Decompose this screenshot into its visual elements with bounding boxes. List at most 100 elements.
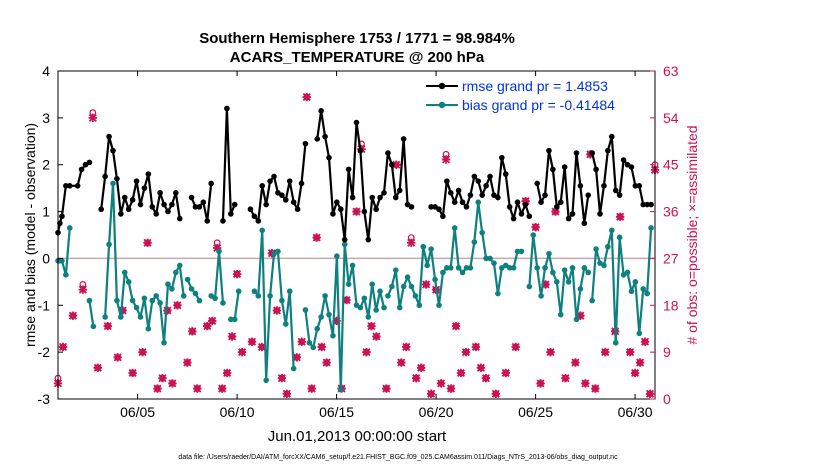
- rmse-point: [74, 183, 81, 189]
- rmse-point: [345, 166, 352, 173]
- rmse-point: [502, 171, 509, 177]
- rmse-point: [459, 199, 466, 205]
- rmse-point: [294, 206, 301, 213]
- bias-point: [510, 265, 517, 271]
- obs-assimilated-marker: [93, 363, 102, 372]
- rmse-point: [161, 201, 167, 208]
- bias-point: [267, 293, 273, 299]
- obs-assimilated-marker: [615, 212, 625, 221]
- plot-border: [57, 70, 656, 400]
- bias-point: [373, 307, 379, 313]
- rmse-point: [220, 218, 226, 224]
- legend: rmse grand pr = 1.4853 bias grand pr = -…: [426, 78, 615, 113]
- obs-assimilated-marker: [426, 389, 436, 398]
- rmse-point: [499, 154, 505, 161]
- rmse-point: [141, 185, 148, 191]
- bias-line-segment: [88, 300, 95, 327]
- obs-assimilated-marker: [282, 389, 292, 398]
- bias-point: [479, 229, 485, 236]
- obs-assimilated-marker: [232, 269, 242, 279]
- rmse-point: [267, 178, 273, 184]
- obs-assimilated-marker: [640, 337, 650, 346]
- bias-point: [585, 269, 592, 276]
- rmse-point: [192, 204, 199, 210]
- rmse-point: [78, 166, 85, 173]
- bias-point: [487, 255, 493, 262]
- bias-point: [157, 300, 163, 306]
- rmse-point: [605, 147, 611, 154]
- rmse-point: [408, 204, 415, 210]
- obs-assimilated-marker: [103, 321, 112, 331]
- obs-assimilated-marker: [237, 347, 247, 357]
- bias-point: [102, 314, 108, 320]
- bias-point: [310, 344, 317, 351]
- bias-point: [129, 297, 136, 304]
- bias-point: [345, 281, 352, 288]
- rmse-point: [98, 206, 105, 213]
- rmse-point: [251, 213, 258, 220]
- bias-point: [404, 274, 411, 280]
- y-tick-label-left: 2: [42, 157, 50, 173]
- obs-assimilated-marker: [217, 384, 227, 393]
- obs-assimilated-marker: [630, 368, 640, 378]
- bias-point: [636, 330, 643, 337]
- y-tick-label-left: 3: [42, 110, 50, 126]
- rmse-point: [455, 187, 462, 194]
- rmse-point: [353, 119, 360, 126]
- obs-assimilated-marker: [143, 238, 152, 248]
- x-tick-label: 06/30: [618, 404, 653, 420]
- rmse-point: [106, 133, 112, 140]
- bias-point: [306, 339, 313, 346]
- obs-assimilated-marker: [446, 384, 456, 393]
- rmse-point: [231, 201, 238, 208]
- bias-point: [149, 297, 156, 304]
- rmse-point: [377, 194, 383, 201]
- obs-assimilated-marker: [158, 373, 167, 383]
- bias-point: [444, 265, 450, 271]
- footnote: data file: /Users/raeder/DAI/ATM_forcXX/…: [178, 454, 618, 461]
- rmse-line-segment: [221, 107, 236, 221]
- bias-point: [436, 302, 442, 309]
- obs-assimilated-marker: [153, 384, 162, 393]
- bias-point: [428, 246, 434, 252]
- rmse-point: [330, 211, 336, 217]
- bias-point: [369, 281, 376, 288]
- rmse-point: [616, 192, 623, 198]
- bias-point: [184, 276, 191, 283]
- rmse-point: [247, 206, 254, 213]
- rmse-point: [102, 173, 108, 180]
- bias-point: [357, 304, 364, 311]
- rmse-point: [487, 173, 493, 180]
- rmse-point: [620, 157, 627, 163]
- rmse-point: [337, 206, 344, 213]
- rmse-point: [381, 190, 387, 196]
- bias-point: [196, 297, 203, 304]
- bias-point: [447, 265, 454, 271]
- obs-assimilated-marker: [193, 384, 202, 393]
- bias-point: [59, 257, 65, 264]
- bias-point: [361, 295, 368, 302]
- rmse-line-segment: [591, 135, 652, 216]
- rmse-point: [479, 192, 485, 198]
- obs-assimilated-marker: [113, 353, 122, 362]
- bias-point: [176, 262, 183, 269]
- obs-assimilated-marker: [272, 306, 282, 315]
- obs-assimilated-marker: [138, 347, 147, 357]
- rmse-point: [640, 201, 647, 208]
- rmse-series: [55, 105, 654, 243]
- obs-assimilated-marker: [402, 342, 411, 352]
- rmse-point: [447, 190, 454, 196]
- rmse-point: [561, 164, 568, 170]
- bias-point: [569, 265, 576, 271]
- bias-point: [326, 311, 332, 318]
- rmse-point: [526, 213, 533, 220]
- x-tick-label: 06/20: [419, 404, 454, 420]
- legend-rmse-label: rmse grand pr = 1.4853: [462, 78, 608, 94]
- bias-series: [55, 180, 654, 393]
- bias-point: [337, 386, 344, 393]
- bias-point: [491, 260, 497, 266]
- bias-point: [396, 304, 403, 311]
- bias-point: [577, 286, 584, 292]
- bias-point: [220, 300, 226, 306]
- rmse-point: [334, 199, 340, 205]
